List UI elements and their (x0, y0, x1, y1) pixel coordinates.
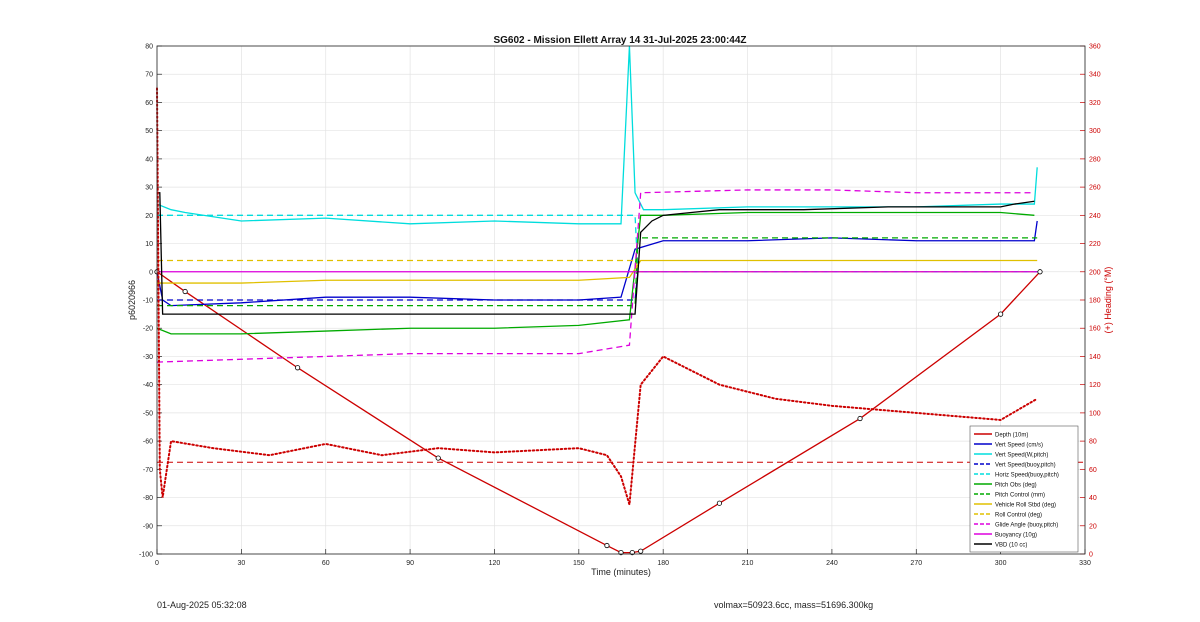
depth-marker (638, 548, 644, 554)
depth-marker (435, 455, 441, 461)
y2-tick-label: 60 (1089, 467, 1097, 474)
y2-tick-label: 160 (1089, 326, 1101, 333)
plot-frame (156, 45, 1086, 555)
y-tick-label: 20 (145, 213, 153, 220)
y2-tick-label: 300 (1089, 128, 1101, 135)
axis-ticks: 0 30 60 90 120 150 180 210 240 270 300 330-100-90-8… (139, 44, 1101, 568)
footer-mass-info: volmax=50923.6cc, mass=51696.300kg (714, 600, 874, 610)
y-tick-label: -100 (139, 552, 153, 559)
series-line-9 (156, 189, 1035, 363)
y-tick-label: -90 (143, 523, 153, 530)
legend-label: Horiz Speed(buoy,pitch) (995, 473, 1059, 479)
depth-marker (1037, 269, 1043, 275)
y2-tick-label: 140 (1089, 354, 1101, 361)
series-line-2 (156, 45, 1038, 225)
y-tick-label: -10 (143, 298, 153, 305)
legend-label: Pitch Obs (deg) (995, 483, 1037, 489)
y2-tick-label: 260 (1089, 185, 1101, 192)
series-line-1 (156, 220, 1038, 307)
legend: Depth (10m) Vert Speed (cm/s) Vert Speed(W… (969, 425, 1079, 553)
y-tick-label: 0 (149, 269, 153, 276)
x-tick-label: 90 (406, 560, 414, 567)
y2-tick-label: 340 (1089, 72, 1101, 79)
x-tick-label: 240 (826, 560, 838, 567)
legend-label: Vert Speed(buoy,pitch) (995, 463, 1056, 469)
x-axis-label: Time (minutes) (591, 567, 651, 577)
x-tick-label: 180 (657, 560, 669, 567)
y-tick-label: 70 (145, 72, 153, 79)
y-tick-label: 60 (145, 100, 153, 107)
depth-marker (716, 500, 723, 506)
y-tick-label: -80 (143, 495, 153, 502)
y2-tick-label: 240 (1089, 213, 1101, 220)
series-line-3 (157, 271, 1038, 301)
y2-tick-label: 0 (1089, 552, 1093, 559)
legend-label: Vert Speed(W,pitch) (995, 453, 1048, 459)
y2-tick-label: 200 (1089, 269, 1101, 276)
y-tick-label: 50 (145, 128, 153, 135)
legend-label: Pitch Control (mm) (995, 493, 1045, 499)
legend-label: Depth (10m) (995, 433, 1028, 439)
series-line-0 (156, 271, 1041, 554)
right-axis-label: (+) Heading (°M) (1103, 267, 1113, 334)
y-tick-label: -50 (143, 410, 153, 417)
y2-tick-label: 80 (1089, 439, 1097, 446)
series-line-5 (156, 211, 1035, 335)
y2-tick-label: 280 (1089, 156, 1101, 163)
x-tick-label: 60 (322, 560, 330, 567)
y-tick-label: -40 (143, 382, 153, 389)
legend-label: Vehicle Roll Stbd (deg) (995, 503, 1056, 509)
y2-tick-label: 20 (1089, 523, 1097, 530)
depth-marker (857, 415, 863, 422)
x-tick-label: 300 (995, 560, 1007, 567)
x-tick-label: 150 (573, 560, 585, 567)
y-tick-label: -20 (143, 326, 153, 333)
y-tick-label: -70 (143, 467, 153, 474)
y-tick-label: 30 (145, 185, 153, 192)
y2-tick-label: 360 (1089, 44, 1101, 51)
depth-marker (182, 288, 188, 295)
series-line-11 (157, 192, 1035, 315)
y-tick-label: 10 (145, 241, 153, 248)
y-tick-label: 80 (145, 44, 153, 51)
series-line-7 (157, 259, 1038, 284)
legend-label: Roll Control (deg) (995, 513, 1042, 519)
x-tick-label: 210 (742, 560, 754, 567)
y-axis-label: p6020966 (127, 280, 137, 320)
legend-label: Buoyancy (10g) (995, 533, 1037, 539)
y2-tick-label: 320 (1089, 100, 1101, 107)
y-tick-label: -30 (143, 354, 153, 361)
series-line-8 (157, 259, 1038, 273)
heading-line (156, 87, 1039, 505)
depth-marker (295, 365, 301, 371)
series-lines (154, 45, 1085, 556)
y2-tick-label: 180 (1089, 298, 1101, 305)
legend-label: Vert Speed (cm/s) (995, 443, 1043, 449)
y2-tick-label: 120 (1089, 382, 1101, 389)
footer-date: 01-Aug-2025 05:32:08 (157, 600, 247, 610)
x-tick-label: 330 (1079, 560, 1091, 567)
legend-label: VBD (10 cc) (995, 543, 1027, 549)
depth-marker (604, 542, 610, 549)
y-tick-label: -60 (143, 439, 153, 446)
x-tick-label: 120 (489, 560, 501, 567)
y2-tick-label: 100 (1089, 410, 1101, 417)
legend-box (969, 425, 1079, 553)
depth-marker (998, 311, 1004, 317)
x-tick-label: 0 (155, 560, 159, 567)
chart-title: SG602 - Mission Ellett Array 14 31-Jul-2… (493, 35, 746, 46)
y-tick-label: 40 (145, 156, 153, 163)
y2-tick-label: 220 (1089, 241, 1101, 248)
legend-label: Glide Angle (buoy,pitch) (995, 523, 1058, 529)
x-tick-label: 270 (910, 560, 922, 567)
y2-tick-label: 40 (1089, 495, 1097, 502)
x-tick-label: 30 (237, 560, 245, 567)
